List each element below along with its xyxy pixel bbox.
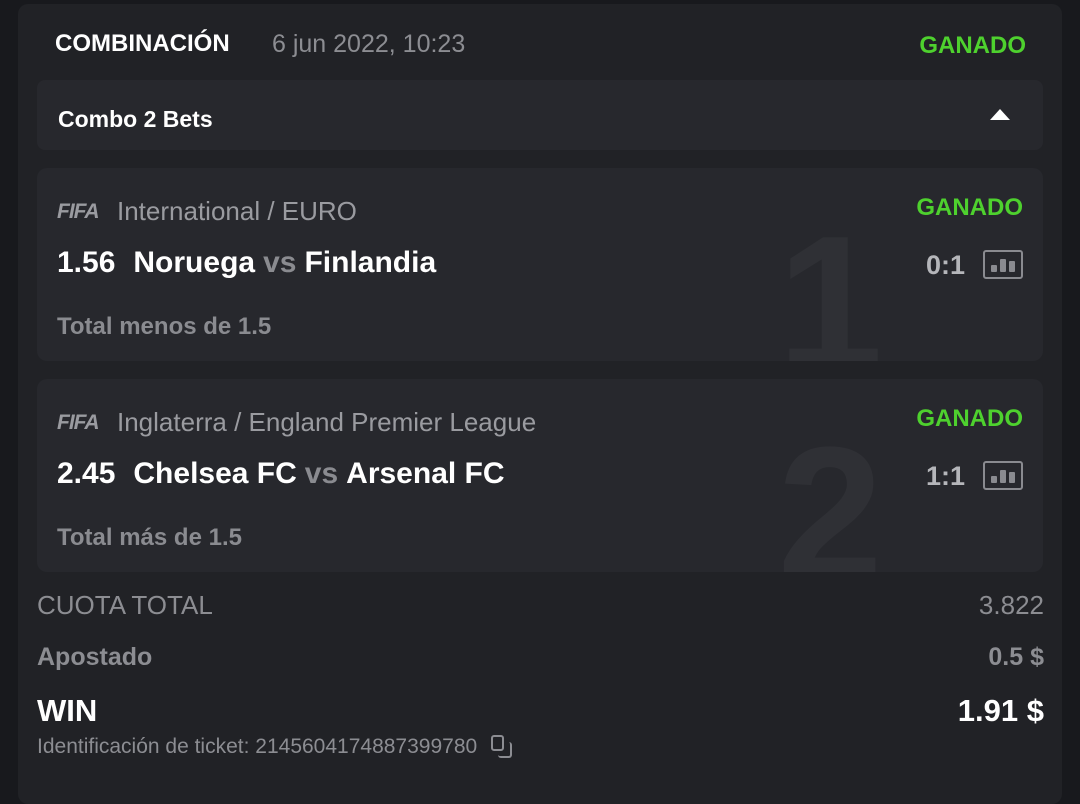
bet-market: Total más de 1.5 (57, 524, 242, 551)
away-team: Arsenal FC (346, 457, 505, 490)
bet-status: GANADO (916, 405, 1023, 432)
triangle-up-icon[interactable] (990, 109, 1010, 120)
fifa-logo-icon: FIFA (57, 411, 99, 434)
vs-label: vs (304, 457, 339, 490)
bet-market: Total menos de 1.5 (57, 313, 272, 340)
ticket-id: Identificación de ticket: 21456041748873… (37, 735, 513, 759)
total-odds-row: CUOTA TOTAL 3.822 (37, 590, 1044, 621)
bet-type-title: COMBINACIÓN (55, 30, 230, 57)
win-row: WIN 1.91 $ (37, 693, 1044, 729)
league-name: International / EURO (117, 196, 357, 226)
stats-icon[interactable] (983, 461, 1023, 490)
win-value: 1.91 $ (957, 693, 1044, 728)
match-line: 2.45 Chelsea FC vs Arsenal FC (57, 457, 505, 491)
home-team: Chelsea FC (133, 457, 297, 490)
bet-date: 6 jun 2022, 10:23 (272, 30, 466, 58)
copy-icon[interactable] (491, 735, 513, 759)
bet-odds: 2.45 (57, 457, 116, 490)
away-team: Finlandia (304, 246, 437, 279)
ticket-status-badge: GANADO (919, 32, 1026, 59)
home-team: Noruega (133, 246, 256, 279)
combo-toggle[interactable]: Combo 2 Bets (37, 80, 1043, 150)
bet-item: 2 FIFA Inglaterra / England Premier Leag… (37, 379, 1043, 572)
league-name: Inglaterra / England Premier League (117, 407, 537, 437)
bet-item: 1 FIFA International / EURO GANADO 1.56 N… (37, 168, 1043, 361)
stake-row: Apostado 0.5 $ (37, 643, 1044, 672)
total-odds-value: 3.822 (978, 590, 1044, 620)
match-score: 0:1 (925, 250, 965, 280)
win-label: WIN (37, 693, 98, 728)
bet-ticket-card: COMBINACIÓN 6 jun 2022, 10:23 GANADO Com… (18, 4, 1062, 804)
bet-index: 2 (777, 408, 883, 572)
stats-icon[interactable] (983, 250, 1023, 279)
match-line: 1.56 Noruega vs Finlandia (57, 246, 436, 280)
ticket-id-text: Identificación de ticket: 21456041748873… (37, 735, 478, 758)
vs-label: vs (263, 246, 297, 279)
stake-label: Apostado (37, 643, 153, 671)
fifa-logo-icon: FIFA (57, 200, 99, 223)
combo-label: Combo 2 Bets (58, 106, 213, 132)
total-odds-label: CUOTA TOTAL (37, 590, 213, 620)
stake-value: 0.5 $ (988, 643, 1044, 671)
bet-odds: 1.56 (57, 246, 116, 279)
match-score: 1:1 (925, 461, 965, 491)
bet-index: 1 (777, 197, 883, 361)
bet-status: GANADO (916, 194, 1023, 221)
